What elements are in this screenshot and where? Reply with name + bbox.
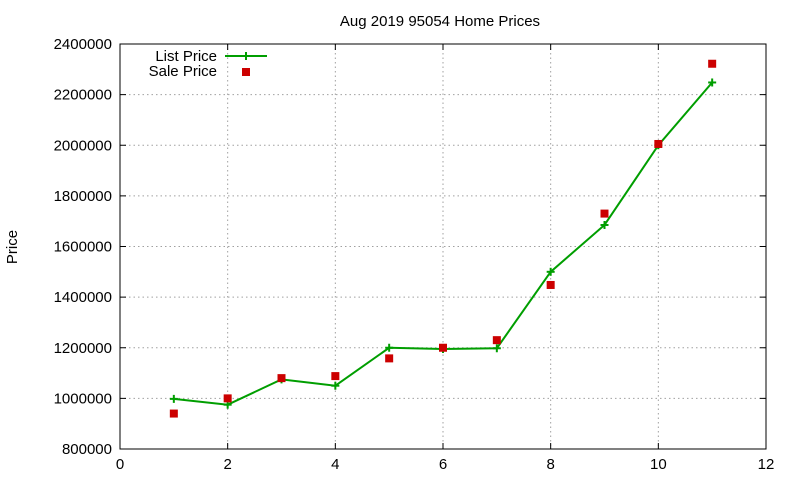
- grid-lines: [120, 44, 766, 449]
- list-price-point: [546, 267, 555, 276]
- y-axis-label: Price: [4, 230, 21, 264]
- sale-price-point: [708, 59, 717, 68]
- sale-price-point: [600, 209, 609, 218]
- y-tick-label: 1600000: [54, 239, 112, 256]
- y-tick-label: 1400000: [54, 289, 112, 306]
- y-tick-label: 800000: [62, 441, 112, 458]
- list-price-point: [169, 394, 178, 403]
- list-price-point: [492, 344, 501, 353]
- sale-price-point: [169, 409, 178, 418]
- list-price-point: [600, 220, 609, 229]
- chart-title: Aug 2019 95054 Home Prices: [340, 13, 540, 30]
- x-tick-label: 10: [650, 456, 667, 473]
- sale-price-point: [331, 372, 340, 381]
- legend-sale-price-label: Sale Price: [149, 63, 217, 80]
- list-price-point: [385, 343, 394, 352]
- x-tick-label: 6: [439, 456, 447, 473]
- list-price-point: [331, 381, 340, 390]
- x-tick-label: 8: [546, 456, 554, 473]
- axis-ticks: 0 2 4 6 8 10 12 800000 1000000 1200000 1400000 1600…: [54, 36, 775, 473]
- y-tick-label: 1000000: [54, 390, 112, 407]
- legend-list-price-label: List Price: [155, 48, 217, 65]
- x-tick-label: 4: [331, 456, 339, 473]
- legend-sale-price-marker: [242, 68, 250, 76]
- y-tick-label: 1800000: [54, 188, 112, 205]
- list-price-point: [708, 78, 717, 87]
- data-series: [169, 59, 717, 418]
- sale-price-point: [439, 343, 447, 352]
- y-tick-label: 1200000: [54, 340, 112, 357]
- sale-price-point: [223, 394, 232, 403]
- sale-price-point: [277, 374, 286, 383]
- x-tick-label: 12: [758, 456, 775, 473]
- y-tick-label: 2200000: [54, 87, 112, 104]
- x-tick-label: 2: [223, 456, 231, 473]
- y-tick-label: 2400000: [54, 36, 112, 53]
- y-tick-label: 2000000: [54, 137, 112, 154]
- sale-price-point: [385, 354, 394, 363]
- sale-price-point: [654, 139, 663, 148]
- sale-price-point: [492, 336, 501, 345]
- x-tick-label: 0: [116, 456, 124, 473]
- sale-price-point: [546, 280, 555, 289]
- legend-list-price-marker: [242, 52, 250, 60]
- plot-frame: [119, 43, 767, 450]
